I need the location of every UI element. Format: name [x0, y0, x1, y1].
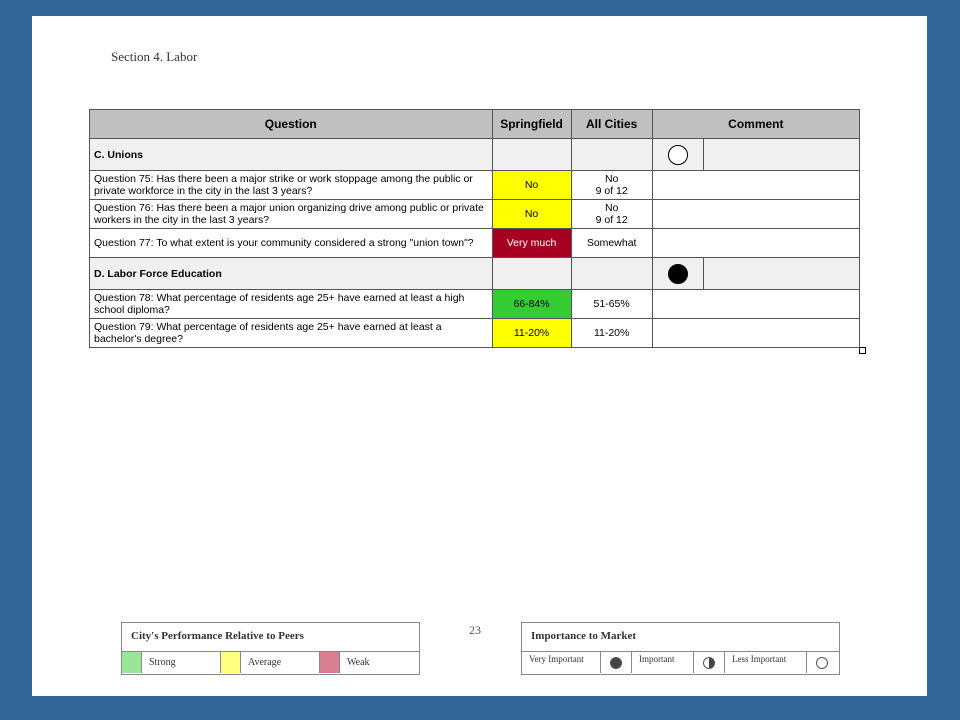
empty-cell: [570, 138, 653, 171]
importance-indicator: [653, 258, 704, 289]
labor-table: Question Springfield All Cities Comment …: [89, 109, 861, 348]
importance-legend: Importance to Market Very Important Impo…: [521, 622, 840, 675]
header-springfield: Springfield: [491, 109, 572, 139]
legend-important-label: Important: [632, 652, 694, 673]
resize-handle[interactable]: [859, 347, 866, 354]
header-all-cities: All Cities: [570, 109, 653, 139]
empty-cell: [491, 138, 572, 171]
document-page: Section 4. Labor Question Springfield Al…: [32, 16, 927, 696]
empty-circle-icon: [807, 652, 837, 673]
section-row: C. Unions: [89, 138, 861, 171]
springfield-value: No: [491, 170, 572, 200]
legend-weak-label: Weak: [347, 657, 370, 668]
all-cities-value: 11-20%: [570, 318, 653, 348]
header-question: Question: [89, 109, 493, 139]
importance-legend-title: Importance to Market: [522, 623, 839, 652]
table-row: Question 78: What percentage of resident…: [89, 289, 861, 319]
all-cities-value: 51-65%: [570, 289, 653, 319]
table-row: Question 77: To what extent is your comm…: [89, 228, 861, 258]
section-title: Section 4. Labor: [111, 49, 198, 64]
performance-legend-title: City's Performance Relative to Peers: [122, 623, 419, 652]
strong-swatch: [122, 652, 142, 673]
full-circle-icon: [667, 263, 688, 284]
legend-less-important-label: Less Important: [725, 652, 807, 673]
half-circle-icon: [694, 652, 725, 673]
question-cell: Question 78: What percentage of resident…: [89, 289, 493, 319]
full-circle-icon: [601, 652, 632, 673]
weak-swatch: [320, 652, 340, 673]
legend-very-important-label: Very Important: [522, 652, 601, 673]
empty-cell: [491, 257, 572, 290]
question-cell: Question 79: What percentage of resident…: [89, 318, 493, 348]
comment-cell: [651, 228, 861, 258]
section-row: D. Labor Force Education: [89, 257, 861, 290]
question-cell: Question 76: Has there been a major unio…: [89, 199, 493, 229]
springfield-value: No: [491, 199, 572, 229]
table-row: Question 75: Has there been a major stri…: [89, 170, 861, 200]
header-comment: Comment: [651, 109, 861, 139]
question-cell: Question 75: Has there been a major stri…: [89, 170, 493, 200]
legend-average-label: Average: [241, 652, 320, 673]
all-cities-value: No 9 of 12: [570, 170, 653, 200]
legend-strong-label: Strong: [142, 652, 221, 673]
comment-cell: [651, 170, 861, 200]
importance-indicator: [653, 139, 704, 170]
comment-cell: [651, 138, 861, 171]
comment-cell: [651, 199, 861, 229]
all-cities-value: No 9 of 12: [570, 199, 653, 229]
question-cell: Question 77: To what extent is your comm…: [89, 228, 493, 258]
section-title-cell: D. Labor Force Education: [89, 257, 493, 290]
average-swatch: [221, 652, 241, 673]
table-header-row: Question Springfield All Cities Comment: [89, 109, 861, 139]
springfield-value: Very much: [491, 228, 572, 258]
all-cities-value: Somewhat: [570, 228, 653, 258]
performance-legend: City's Performance Relative to Peers Str…: [121, 622, 420, 675]
comment-cell: [651, 289, 861, 319]
section-title-cell: C. Unions: [89, 138, 493, 171]
page-number: 23: [469, 623, 481, 637]
empty-cell: [570, 257, 653, 290]
comment-cell: [651, 257, 861, 290]
empty-circle-icon: [667, 144, 688, 165]
springfield-value: 66-84%: [491, 289, 572, 319]
table-row: Question 76: Has there been a major unio…: [89, 199, 861, 229]
comment-cell: [651, 318, 861, 348]
table-row: Question 79: What percentage of resident…: [89, 318, 861, 348]
springfield-value: 11-20%: [491, 318, 572, 348]
